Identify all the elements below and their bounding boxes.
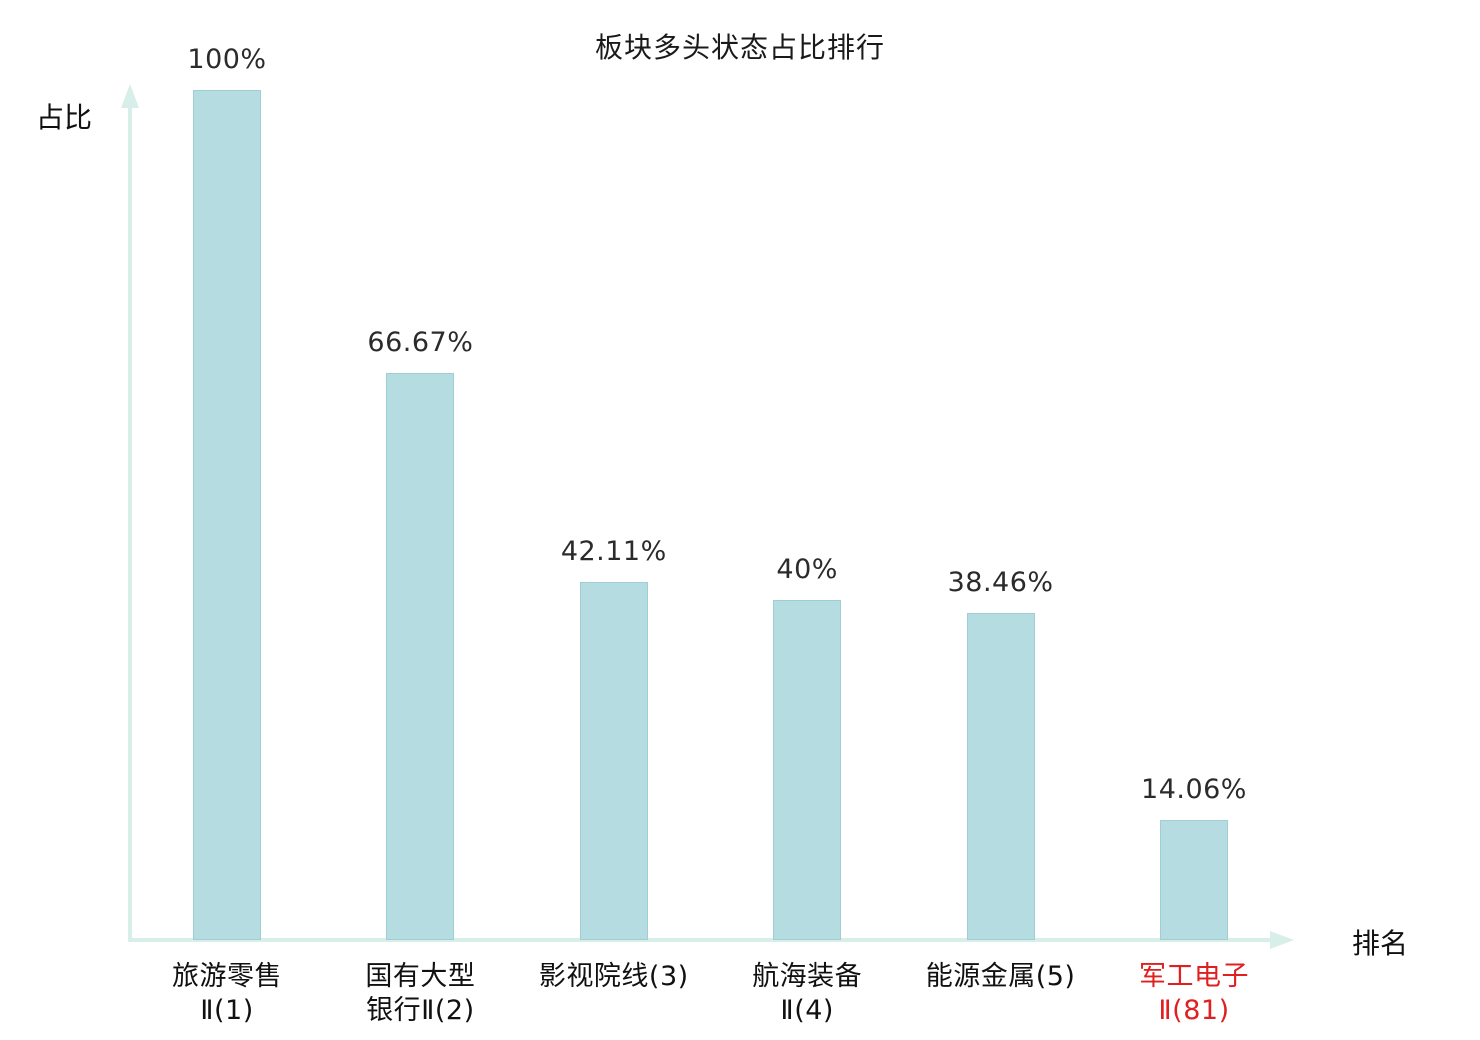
bar-category-label-line: Ⅱ(4) [780, 995, 834, 1026]
bar-value-label: 42.11% [560, 536, 667, 568]
bar-category-label: 旅游零售 Ⅱ(1) [92, 960, 362, 1028]
bar-value-label: 66.67% [367, 327, 474, 359]
bar-2 [579, 582, 648, 940]
bar-1 [386, 373, 455, 940]
bar-value-label: 100% [187, 44, 267, 75]
bar-category-label-line: 影视院线(3) [538, 961, 689, 992]
bar-category-label-line: Ⅱ(81) [1158, 995, 1230, 1026]
bar-category-label-line: 军工电子 [1139, 961, 1249, 992]
bar-category-label: 能源金属(5) [866, 960, 1136, 994]
bar-value-label: 14.06% [1141, 774, 1247, 806]
bar-category-label-line: 航海装备 [752, 961, 863, 992]
bar-category-label: 航海装备 Ⅱ(4) [672, 960, 942, 1028]
y-axis-arrow-icon [121, 84, 139, 108]
bar-category-label-line: Ⅱ(1) [200, 995, 254, 1026]
x-axis-label: 排名 [1352, 927, 1409, 960]
y-axis-label: 占比 [36, 101, 93, 134]
bar-category-label: 军工电子 Ⅱ(81) [1059, 960, 1329, 1028]
bar-category-label: 影视院线(3) [479, 960, 749, 994]
bar-category-label-line: 旅游零售 [172, 961, 282, 992]
chart-title: 板块多头状态占比排行 [594, 31, 885, 64]
bar-category-label-line: 银行Ⅱ(2) [366, 995, 475, 1026]
bar-category-label: 国有大型 银行Ⅱ(2) [285, 960, 555, 1028]
bar-5 [1160, 820, 1228, 940]
x-axis-arrow-icon [1270, 931, 1294, 949]
bar-category-label-line: 能源金属(5) [925, 961, 1076, 992]
bar-4 [966, 613, 1035, 940]
bar-value-label: 40% [776, 554, 838, 585]
bar-category-label-line: 国有大型 [365, 961, 476, 992]
bar-value-label: 38.46% [947, 567, 1054, 599]
bar-0 [193, 90, 261, 940]
bar-3 [773, 600, 842, 940]
